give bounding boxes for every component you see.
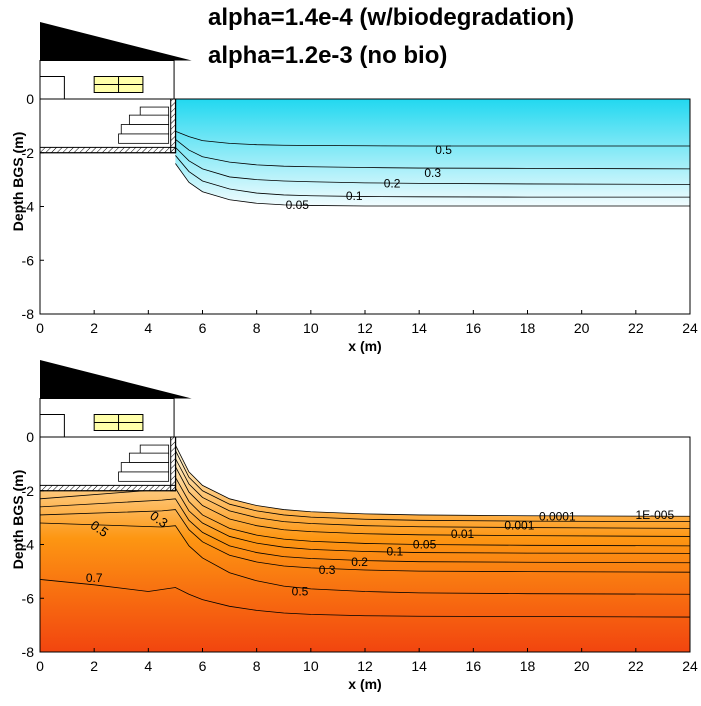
- x-tick-label: 10: [303, 320, 319, 336]
- contour-line-0.0001: [175, 450, 691, 523]
- x-tick-label: 6: [199, 658, 207, 674]
- top-panel: 0.50.30.20.10.050 2 4 6 8 10 12 14 16 18 20 22 240-2…: [10, 22, 698, 354]
- contour-line-1E-005: [175, 444, 691, 517]
- stair-step: [128, 114, 170, 125]
- contour-line-0.7: [39, 579, 691, 618]
- x-tick-label: 16: [466, 320, 482, 336]
- plume-fill: [40, 445, 690, 652]
- contour-line-0.5: [39, 522, 691, 595]
- x-axis-title: x (m): [348, 338, 381, 354]
- x-tick-label: 2: [90, 658, 98, 674]
- contour-line-0.2: [175, 147, 691, 185]
- basement-wall: [170, 436, 177, 492]
- x-tick-label: 4: [144, 658, 152, 674]
- contour-label-1E-005: 1E-005: [635, 508, 674, 522]
- y-axis-title: Depth BGS (m): [10, 470, 26, 570]
- contour-label-0.1: 0.1: [386, 544, 403, 558]
- contour-label-0.7: 0.7: [86, 571, 103, 585]
- y-axis-title: Depth BGS (m): [10, 132, 26, 232]
- x-tick-label: 20: [574, 320, 590, 336]
- y-tick-label: -4: [22, 199, 35, 215]
- contour-label-0.2: 0.2: [351, 555, 368, 569]
- stair-step: [118, 133, 170, 144]
- contour-line-0.2: [39, 498, 691, 564]
- stair-step: [118, 471, 170, 482]
- contour-line-0.3: [39, 509, 691, 573]
- y-tick-label: -8: [22, 644, 35, 660]
- house-door: [39, 76, 65, 100]
- basement-floor-slab: [39, 484, 176, 492]
- house-door: [39, 414, 65, 438]
- y-tick-label: -6: [22, 590, 35, 606]
- house-roof: [40, 22, 192, 61]
- x-tick-label: 0: [36, 658, 44, 674]
- x-tick-label: 14: [411, 320, 427, 336]
- x-tick-label: 4: [144, 320, 152, 336]
- x-tick-label: 8: [253, 658, 261, 674]
- title-line-1: alpha=1.4e-4 (w/biodegradation): [208, 4, 575, 31]
- stair-step: [120, 462, 170, 473]
- x-tick-label: 24: [682, 320, 698, 336]
- contour-label-0.001: 0.001: [504, 519, 534, 533]
- plume-fill: [175, 99, 690, 206]
- contour-label-0.3: 0.3: [319, 563, 336, 577]
- x-tick-label: 16: [466, 658, 482, 674]
- stair-step: [128, 452, 170, 463]
- x-tick-label: 0: [36, 320, 44, 336]
- contour-line-0.3: [175, 138, 691, 170]
- house-roof: [40, 360, 192, 399]
- contour-label-0.05: 0.05: [413, 538, 437, 552]
- x-tick-label: 18: [520, 658, 536, 674]
- x-tick-label: 20: [574, 658, 590, 674]
- y-tick-label: -2: [22, 145, 35, 161]
- x-tick-label: 12: [357, 658, 373, 674]
- x-tick-label: 10: [303, 658, 319, 674]
- x-tick-label: 14: [411, 658, 427, 674]
- contour-label-0.01: 0.01: [451, 527, 475, 541]
- x-tick-label: 22: [628, 658, 644, 674]
- contour-label-0.5: 0.5: [435, 143, 452, 157]
- x-tick-label: 22: [628, 320, 644, 336]
- y-tick-label: -4: [22, 537, 35, 553]
- bottom-panel: 1E-005 0.0001 0.001 0.01 0.05 0.1 0.2 0.3 0.5 0.7…: [10, 360, 698, 692]
- contour-label-0.05: 0.05: [286, 198, 310, 212]
- basement-floor-slab: [39, 146, 176, 154]
- contour-label-0.2: 0.2: [384, 177, 401, 191]
- contour-label-0.1: 0.1: [346, 189, 363, 203]
- x-axis-title: x (m): [348, 676, 381, 692]
- x-tick-label: 12: [357, 320, 373, 336]
- x-tick-label: 18: [520, 320, 536, 336]
- contour-line-0.5: [175, 130, 690, 147]
- x-tick-label: 2: [90, 320, 98, 336]
- x-tick-label: 6: [199, 320, 207, 336]
- contour-label-0.0001: 0.0001: [539, 509, 576, 523]
- contour-label-0.3: 0.3: [424, 166, 441, 180]
- contour-line-0.01: [175, 466, 691, 537]
- contour-line-0.001: [175, 458, 691, 529]
- contour-label-0.5: 0.5: [292, 585, 309, 599]
- y-tick-label: 0: [26, 429, 34, 445]
- title-line-2: alpha=1.2e-3 (no bio): [208, 42, 448, 69]
- stair-step: [120, 124, 170, 135]
- contour-line-0.1: [175, 155, 690, 198]
- x-tick-label: 8: [253, 320, 261, 336]
- y-tick-label: -2: [22, 483, 35, 499]
- contour-line-0.05: [175, 163, 690, 207]
- basement-wall: [170, 98, 177, 154]
- y-tick-label: 0: [26, 91, 34, 107]
- y-tick-label: -6: [22, 252, 35, 268]
- x-tick-label: 24: [682, 658, 698, 674]
- y-tick-label: -8: [22, 306, 35, 322]
